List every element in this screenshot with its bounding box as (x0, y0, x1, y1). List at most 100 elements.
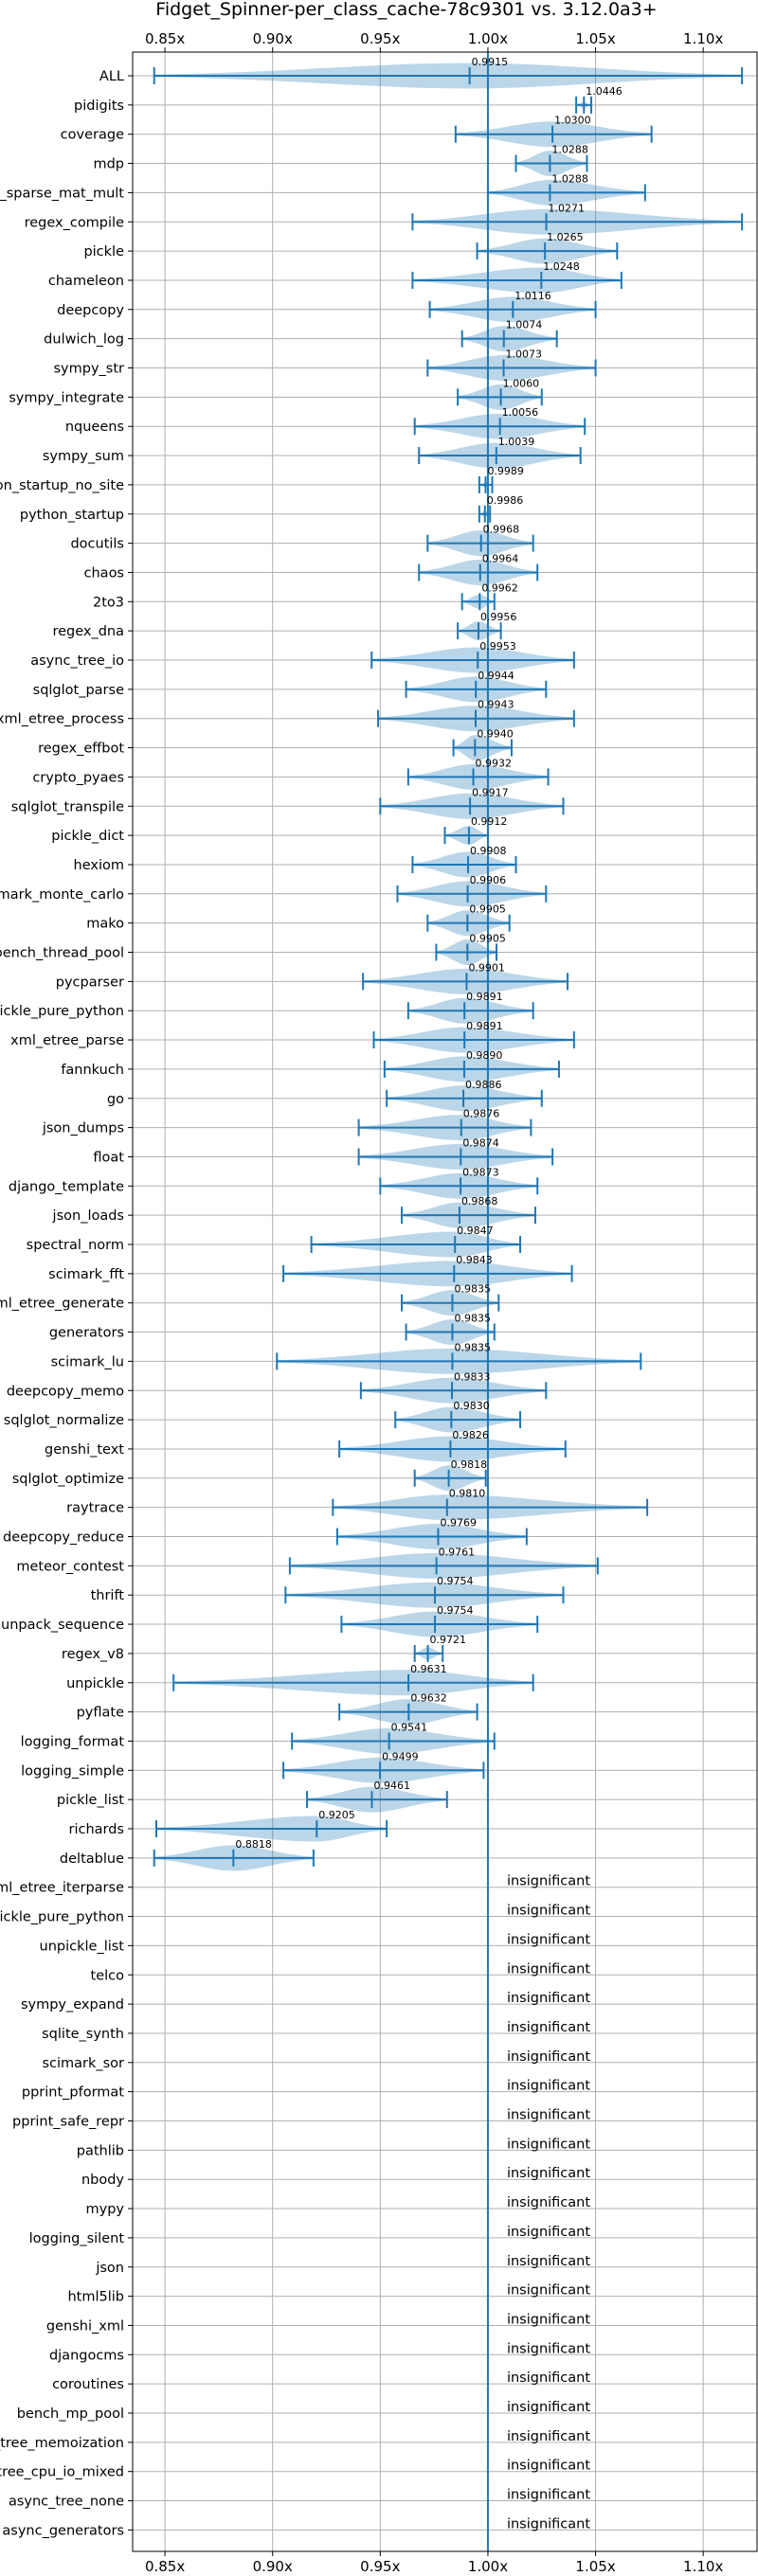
mean-value-label: 0.9891 (466, 991, 503, 1003)
mean-value-label: 0.9908 (470, 845, 507, 857)
benchmark-label: sqlglot_parse (33, 683, 124, 698)
benchmark-label: pycparser (56, 975, 124, 990)
benchmark-label: thrift (91, 1588, 125, 1603)
benchmark-label: async_tree_none (9, 2495, 124, 2510)
benchmark-label: generators (49, 1326, 124, 1341)
insignificant-label: insignificant (507, 2079, 590, 2094)
mean-value-label: 0.9906 (470, 874, 507, 886)
mean-value-label: 0.9868 (461, 1195, 497, 1208)
mean-value-label: 0.9932 (475, 757, 512, 769)
benchmark-label: xml_etree_process (0, 712, 124, 727)
mean-value-label: 0.9989 (487, 465, 524, 477)
x-tick-label-bottom: 0.90x (253, 2558, 293, 2575)
benchmark-label: bench_mp_pool (17, 2406, 124, 2422)
benchmark-label: scimark_lu (51, 1354, 124, 1369)
benchmark-label: pidigits (74, 98, 124, 114)
benchmark-label: deepcopy (57, 303, 124, 318)
x-tick-label-top: 0.90x (253, 30, 293, 47)
insignificant-label: insignificant (507, 2312, 590, 2327)
benchmark-label: logging_format (21, 1734, 125, 1749)
mean-value-label: 0.9761 (439, 1546, 476, 1558)
insignificant-label: insignificant (507, 1904, 590, 1919)
benchmark-label: pathlib (77, 2143, 124, 2158)
label-layer: 0.9915 1.0446 1.0300 1.0288 1.0288 1.0271 1.02… (235, 56, 622, 2531)
insignificant-label: insignificant (507, 2516, 590, 2531)
benchmark-label: nbody (81, 2173, 124, 2188)
mean-value-label: 0.9912 (471, 815, 508, 828)
mean-value-label: 0.9953 (479, 640, 516, 653)
benchmark-label: pyflate (77, 1706, 124, 1721)
insignificant-label: insignificant (507, 2341, 590, 2356)
mean-value-label: 0.9905 (469, 903, 506, 916)
mean-value-label: 0.9721 (430, 1634, 467, 1646)
benchmark-label: hexiom (74, 858, 124, 873)
insignificant-label: insignificant (507, 2049, 590, 2065)
benchmark-label: unpack_sequence (1, 1618, 124, 1633)
benchmark-label: sympy_integrate (9, 390, 124, 405)
x-tick-label-top: 0.95x (360, 30, 400, 47)
benchmark-label: djangocms (49, 2348, 124, 2363)
mean-value-label: 1.0073 (506, 349, 543, 361)
benchmark-label: regex_compile (25, 215, 124, 230)
benchmark-label: crypto_pyaes (32, 770, 124, 785)
benchmark-label: telco (91, 1968, 125, 1983)
mean-value-label: 0.9631 (410, 1663, 447, 1675)
mean-value-label: 0.9847 (457, 1225, 494, 1237)
mean-value-label: 0.9461 (373, 1780, 410, 1792)
benchmark-label: 2to3 (93, 595, 124, 610)
mean-value-label: 0.9876 (463, 1108, 500, 1120)
insignificant-label: insignificant (507, 2400, 590, 2415)
x-tick-label-bottom: 0.95x (360, 2558, 400, 2575)
benchmark-label: async_tree_cpu_io_mixed (0, 2465, 124, 2480)
chart-title: Fidget_Spinner-per_class_cache-78c9301 v… (155, 0, 657, 20)
mean-value-label: 0.9964 (482, 552, 519, 564)
insignificant-label: insignificant (507, 1961, 590, 1977)
insignificant-label: insignificant (507, 2488, 590, 2503)
insignificant-label: insignificant (507, 2020, 590, 2035)
mean-value-label: 0.8818 (235, 1838, 272, 1851)
benchmark-label: spectral_norm (27, 1238, 124, 1253)
grid-layer (133, 52, 757, 2551)
benchmark-label: mypy (86, 2202, 125, 2217)
insignificant-label: insignificant (507, 2370, 590, 2386)
plot-frame (132, 51, 758, 2552)
mean-value-label: 1.0265 (547, 231, 584, 243)
mean-value-label: 0.9891 (466, 1020, 503, 1032)
benchmark-label: html5lib (67, 2290, 124, 2305)
mean-value-label: 0.9968 (483, 524, 519, 536)
mean-value-label: 1.0271 (549, 202, 586, 214)
x-tick-label-bottom: 1.00x (468, 2558, 508, 2575)
insignificant-label: insignificant (507, 2254, 590, 2269)
benchmark-label: json_dumps (42, 1121, 124, 1136)
benchmark-label: scimark_sparse_mat_mult (0, 186, 124, 201)
mean-value-label: 1.0116 (514, 290, 551, 302)
benchmark-label: python_startup_no_site (0, 478, 124, 493)
benchmark-label: python_startup (20, 508, 124, 523)
benchmark-label: unpickle_list (40, 1939, 125, 1954)
benchmark-label: pprint_pformat (22, 2085, 124, 2101)
benchmark-label: pickle_dict (51, 829, 124, 844)
insignificant-label: insignificant (507, 1991, 590, 2006)
benchmark-label: fannkuch (61, 1063, 124, 1078)
insignificant-label: insignificant (507, 2137, 590, 2152)
mean-value-label: 1.0446 (586, 85, 623, 98)
benchmark-label: mdp (93, 157, 124, 172)
range-bar-layer (153, 52, 744, 2551)
mean-value-label: 0.9940 (477, 728, 514, 741)
benchmark-label: logging_simple (21, 1763, 124, 1779)
mean-value-label: 0.9956 (480, 611, 517, 623)
mean-value-label: 0.9917 (472, 786, 509, 798)
mean-value-label: 0.9986 (487, 494, 524, 507)
mean-value-label: 0.9754 (437, 1604, 474, 1617)
mean-value-label: 0.9835 (454, 1341, 491, 1353)
benchmark-label: pickle (83, 244, 124, 259)
benchmark-label: sqlglot_normalize (4, 1413, 124, 1428)
mean-value-label: 1.0039 (498, 436, 535, 448)
benchmark-label: scimark_fft (48, 1267, 124, 1282)
tick-layer: 0.85x 0.85x 0.90x 0.90x 0.95x 0.95x 1.00x 1.00x… (0, 30, 723, 2575)
benchmark-label: docutils (70, 537, 124, 552)
benchmark-label: async_tree_io (30, 653, 124, 669)
benchmark-label: deepcopy_memo (7, 1384, 124, 1399)
x-tick-label-top: 1.05x (575, 30, 615, 47)
benchmark-label: unpickle (66, 1676, 124, 1691)
